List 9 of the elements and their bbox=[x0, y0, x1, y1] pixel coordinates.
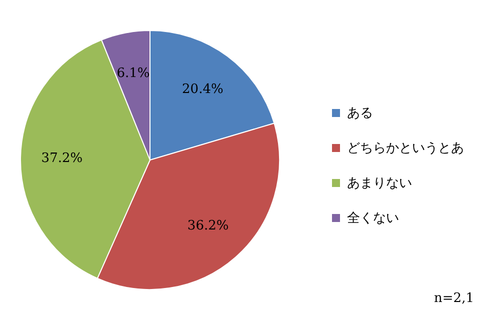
legend-label: ある bbox=[347, 104, 373, 122]
legend-label: 全くない bbox=[347, 210, 399, 226]
data-label: 20.4% bbox=[182, 82, 224, 97]
legend-label: どちらかというとあ bbox=[347, 140, 464, 156]
data-label: 36.2% bbox=[187, 218, 229, 234]
data-label: 37.2% bbox=[41, 150, 83, 166]
data-label: 6.1% bbox=[116, 66, 150, 81]
legend-label: あまりない bbox=[347, 174, 412, 192]
text: n=2,1 bbox=[434, 291, 474, 306]
